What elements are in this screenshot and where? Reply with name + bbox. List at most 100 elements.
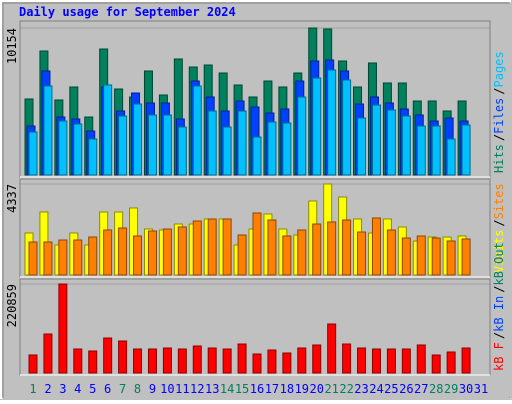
bar <box>193 86 201 175</box>
bar <box>208 111 216 175</box>
chart-title: Daily usage for September 2024 <box>19 5 236 19</box>
bar <box>432 126 440 175</box>
bar <box>29 132 37 175</box>
bar <box>178 349 186 373</box>
x-tick-label: 5 <box>89 382 96 396</box>
x-tick-label: 11 <box>175 382 189 396</box>
bar <box>417 345 425 373</box>
bar <box>372 105 380 175</box>
bar <box>29 355 37 373</box>
bar <box>417 236 425 275</box>
x-tick-label: 16 <box>250 382 264 396</box>
x-tick-label: 7 <box>119 382 126 396</box>
bar <box>89 139 97 175</box>
bar <box>134 236 142 275</box>
x-tick-label: 15 <box>235 382 249 396</box>
legend: kB F/kB In/kB Out <box>492 242 506 371</box>
bar <box>298 348 306 373</box>
y-tick-label: 10154 <box>5 28 19 64</box>
bar <box>358 348 366 373</box>
y-tick-label: 220859 <box>5 284 19 327</box>
bar <box>402 238 410 275</box>
bar <box>358 232 366 275</box>
bar <box>328 70 336 175</box>
bar <box>298 230 306 275</box>
x-tick-label: 30 <box>459 382 473 396</box>
chart: Daily usage for September 2024 10154Hits… <box>0 0 512 400</box>
bar <box>59 240 67 275</box>
legend-entry: Pages <box>492 51 506 87</box>
x-tick-label: 29 <box>444 382 458 396</box>
legend-entry: Files <box>492 98 506 134</box>
bar <box>358 118 366 175</box>
bar <box>298 97 306 175</box>
bar <box>59 284 67 373</box>
bar <box>163 115 171 175</box>
bar <box>343 344 351 373</box>
bar <box>223 219 231 275</box>
bar <box>148 115 156 175</box>
x-tick-label: 31 <box>474 382 488 396</box>
bar <box>372 218 380 275</box>
x-tick-label: 17 <box>265 382 279 396</box>
bar <box>89 351 97 373</box>
bar <box>372 349 380 373</box>
x-tick-label: 22 <box>339 382 353 396</box>
bar <box>283 353 291 373</box>
x-tick-label: 13 <box>205 382 219 396</box>
x-tick-label: 21 <box>324 382 338 396</box>
bar <box>134 349 142 373</box>
bar <box>402 116 410 175</box>
legend-separator: / <box>492 219 506 226</box>
bar <box>402 349 410 373</box>
x-tick-label: 18 <box>280 382 294 396</box>
bar <box>119 116 127 175</box>
bar <box>29 242 37 275</box>
x-tick-label: 9 <box>149 382 156 396</box>
bar <box>59 121 67 175</box>
bar <box>44 86 52 175</box>
bar <box>343 80 351 175</box>
x-tick-label: 23 <box>354 382 368 396</box>
x-tick-label: 28 <box>429 382 443 396</box>
x-tick-label: 20 <box>310 382 324 396</box>
bar <box>447 352 455 373</box>
bar <box>253 137 261 175</box>
x-tick-label: 3 <box>59 382 66 396</box>
x-tick-label: 1 <box>29 382 36 396</box>
bar <box>268 122 276 175</box>
bar <box>387 349 395 373</box>
bar <box>104 338 112 373</box>
bar <box>238 235 246 275</box>
x-tick-label: 4 <box>74 382 81 396</box>
bar <box>193 346 201 373</box>
bar <box>268 350 276 373</box>
x-tick-label: 26 <box>399 382 413 396</box>
bar <box>193 221 201 275</box>
bar <box>253 354 261 373</box>
bar <box>119 228 127 275</box>
bar <box>432 238 440 275</box>
x-tick-label: 25 <box>384 382 398 396</box>
x-tick-label: 27 <box>414 382 428 396</box>
bar <box>208 219 216 275</box>
bar <box>163 229 171 275</box>
bar <box>462 125 470 175</box>
bar <box>462 239 470 275</box>
bar <box>283 123 291 175</box>
x-tick-label: 2 <box>44 382 51 396</box>
bar <box>104 85 112 175</box>
bar <box>253 213 261 275</box>
bar <box>223 127 231 175</box>
x-tick-label: 8 <box>134 382 141 396</box>
bar <box>313 224 321 275</box>
bar <box>134 104 142 175</box>
bar <box>223 349 231 373</box>
bar <box>119 341 127 373</box>
bar <box>178 227 186 275</box>
bar <box>163 348 171 373</box>
bar <box>44 334 52 373</box>
x-tick-label: 12 <box>190 382 204 396</box>
bar <box>74 240 82 275</box>
bar <box>89 237 97 275</box>
